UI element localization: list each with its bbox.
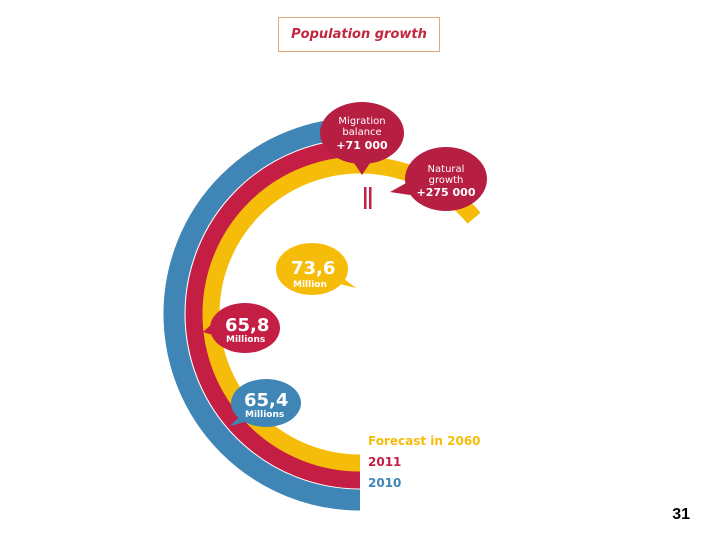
bubble-2010-shape: [231, 379, 301, 427]
legend-label-3: 2010: [368, 476, 401, 490]
bubble-2010-text-2: Millions: [245, 410, 284, 420]
bubble-2060-shape: [276, 243, 348, 295]
bubble-2011-text-2: Millions: [226, 335, 265, 345]
migration-balance-bubble-text-3: +71 000: [336, 139, 388, 152]
bubble-2011-shape: [210, 303, 280, 353]
migration-balance-bubble-text-1: Migration: [338, 116, 385, 127]
chart-title: Population growth: [278, 17, 440, 52]
natural-growth-bubble-text-3: +275 000: [417, 186, 476, 199]
bubble-2060-text-1: 73,6: [291, 258, 335, 279]
legend-label-2: 2011: [368, 455, 401, 469]
natural-growth-bubble-shape: [405, 147, 487, 211]
bubble-2011-text-1: 65,8: [225, 315, 269, 336]
migration-balance-bubble-pointer: [352, 160, 372, 175]
migration-balance-bubble-shape: [320, 102, 404, 164]
bubble-2010-pointer: [230, 414, 252, 426]
arc-2010: [163, 117, 361, 511]
bubble-2010-text-1: 65,4: [244, 390, 288, 411]
legend-label-1: Forecast in 2060: [368, 434, 481, 448]
natural-growth-bubble-text-1: Natural: [428, 164, 465, 175]
bubble-2060-text-2: Million: [293, 280, 327, 290]
bubble-2011-pointer: [203, 322, 216, 336]
bubble-2060-pointer: [340, 276, 356, 288]
growth-stripe-2: [369, 187, 372, 209]
growth-stripe-1: [364, 187, 367, 209]
migration-balance-bubble-text-2: balance: [342, 127, 381, 138]
arc-2011: [185, 139, 361, 489]
natural-growth-bubble-pointer: [390, 182, 410, 195]
arc-2060: [202, 156, 361, 472]
page-number: 31: [672, 506, 690, 523]
natural-growth-bubble-text-2: growth: [429, 175, 464, 186]
